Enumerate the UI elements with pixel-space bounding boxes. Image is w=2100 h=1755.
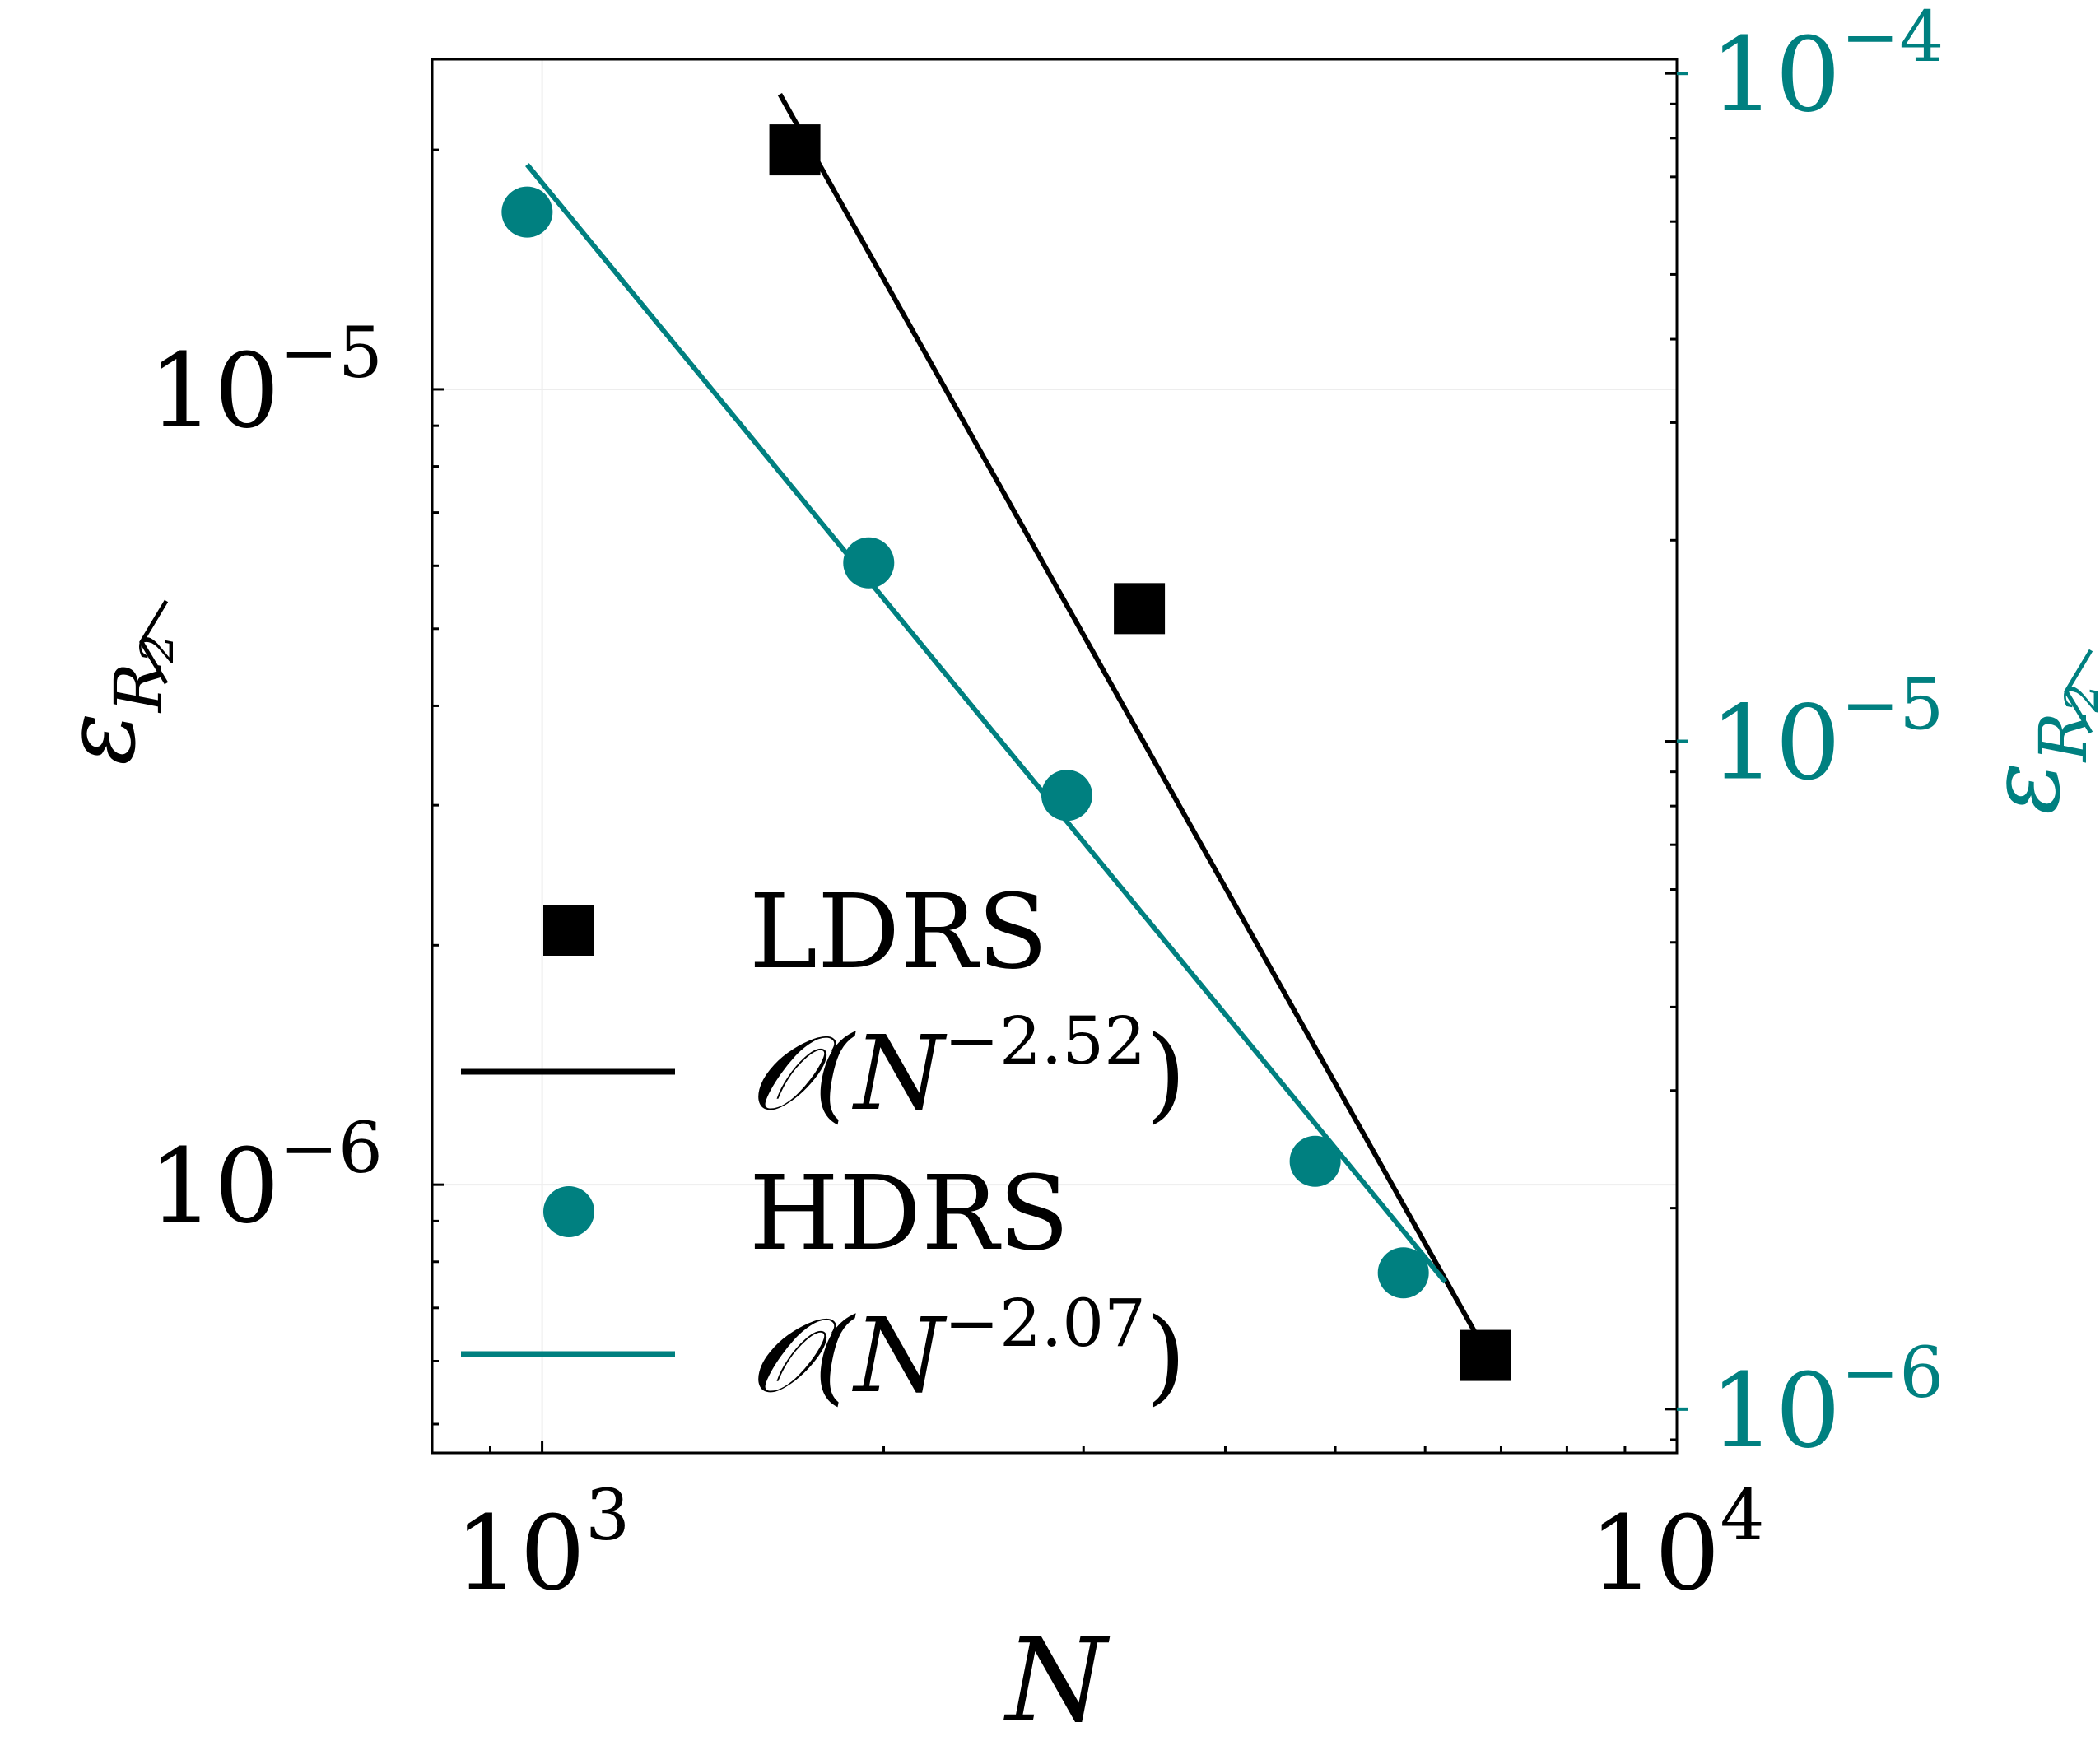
y-axis-label-left-sub: R [100,663,177,714]
bottom-tick-label-0: 103 [454,1475,630,1613]
left-tick-label-0: 10−5 [149,313,383,451]
left-tick-label-0-exp: −5 [280,313,383,394]
right-tick-label-0-base: 10 [1710,16,1841,135]
series-1 [777,92,1504,1380]
legend-label-end: ) [1146,1296,1186,1416]
left-tick-label-1-exp: −6 [280,1108,383,1189]
left-tick-label-1: 10−6 [149,1108,383,1246]
legend-label-func: 𝒪(N [749,1014,948,1134]
legend-label-exp: −2.07 [944,1285,1146,1362]
y-axis-label-right-hat [2064,649,2093,734]
y-axis-label-right: εR2 [1967,649,2100,815]
y-axis-label-left-hat [139,599,169,685]
legend-label-3: 𝒪(N−2.07) [749,1285,1186,1416]
x-axis-label-text: N [1003,1614,1111,1748]
right-tick-label-1-base: 10 [1710,684,1841,803]
hdrs-point-0 [501,186,553,238]
legend-item-2: HDRS [543,1154,1069,1273]
legend-item-3: 𝒪(N−2.07) [461,1285,1186,1416]
legend-circle-swatch [543,1186,594,1237]
legend-label-func: 𝒪(N [749,1296,948,1416]
bottom-axis: 103 104 [431,1441,1765,1613]
legend-item-1: 𝒪(N−2.52) [461,1003,1186,1134]
bottom-tick-label-1: 104 [1589,1475,1764,1613]
legend-label-end: ) [1146,1014,1186,1134]
legend-label-2: HDRS [749,1154,1069,1273]
hdrs-point-3 [1289,1135,1341,1187]
plot-frame [431,58,1679,1455]
right-tick-label-2-base: 10 [1710,1352,1841,1471]
right-tick-label-0: 10−4 [1710,0,1944,135]
right-axis: 10−410−510−6 [1665,0,1944,1471]
legend-label-exp: −2.52 [944,1003,1146,1079]
y-axis-label-left: εR2 [43,599,184,766]
bottom-tick-label-1-base: 10 [1589,1494,1720,1613]
legend-item-0: LDRS [543,873,1048,992]
bottom-tick-label-0-base: 10 [454,1494,585,1613]
right-tick-label-1-exp: −5 [1841,665,1944,747]
fit-line-3 [525,163,1447,1284]
legend-label-0: LDRS [749,873,1048,992]
legend-label-1: 𝒪(N−2.52) [749,1003,1186,1134]
y-axis-label-right-epsilon: ε [1967,761,2082,814]
right-tick-label-2: 10−6 [1710,1333,1944,1471]
y-axis-label-left-text: εR2 [43,634,184,766]
ldrs-point-1 [1114,583,1166,635]
hdrs-point-2 [1041,770,1092,822]
y-axis-label-right-sub: R [2025,712,2100,763]
left-axis: 10−510−6 [149,148,444,1426]
series-2 [501,186,1429,1299]
right-tick-label-0-exp: −4 [1841,0,1944,78]
hdrs-point-1 [843,537,895,589]
series-0 [769,124,1511,1381]
bottom-tick-label-1-exp: 4 [1720,1475,1764,1557]
hdrs-point-4 [1377,1247,1429,1299]
series-layer [501,92,1511,1381]
bottom-tick-label-0-exp: 3 [585,1475,630,1557]
left-tick-label-0-base: 10 [149,332,280,451]
y-axis-label-left-epsilon: ε [43,712,157,765]
legend-square-swatch [543,905,594,956]
fit-line-1 [777,92,1504,1380]
x-axis-label: N [1003,1614,1111,1748]
left-tick-label-1-base: 10 [149,1127,280,1246]
right-tick-label-2-exp: −6 [1841,1333,1944,1414]
series-3 [525,163,1447,1284]
y-axis-label-right-text: εR2 [1967,683,2100,815]
y-axis-label-left-sub2: 2 [131,634,184,663]
right-tick-label-1: 10−5 [1710,665,1944,803]
